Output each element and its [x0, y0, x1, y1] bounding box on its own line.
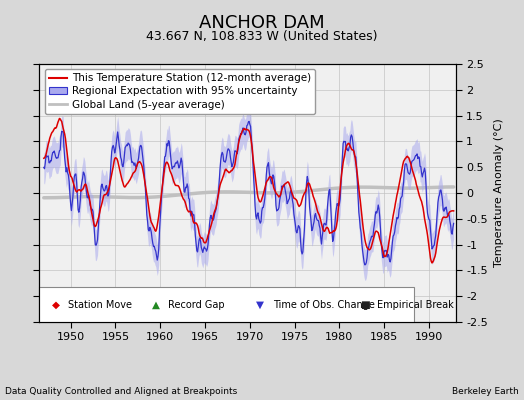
Text: ANCHOR DAM: ANCHOR DAM [199, 14, 325, 32]
Text: ▲: ▲ [152, 300, 160, 310]
FancyBboxPatch shape [39, 287, 414, 322]
Text: Berkeley Earth: Berkeley Earth [452, 387, 519, 396]
Legend: This Temperature Station (12-month average), Regional Expectation with 95% uncer: This Temperature Station (12-month avera… [45, 69, 315, 114]
Y-axis label: Temperature Anomaly (°C): Temperature Anomaly (°C) [494, 119, 504, 267]
Text: Empirical Break: Empirical Break [377, 300, 453, 310]
Text: Data Quality Controlled and Aligned at Breakpoints: Data Quality Controlled and Aligned at B… [5, 387, 237, 396]
Text: Time of Obs. Change: Time of Obs. Change [272, 300, 375, 310]
Text: ■: ■ [360, 300, 370, 310]
Text: 43.667 N, 108.833 W (United States): 43.667 N, 108.833 W (United States) [146, 30, 378, 43]
Text: ◆: ◆ [52, 300, 60, 310]
Text: ▼: ▼ [256, 300, 264, 310]
Text: Record Gap: Record Gap [168, 300, 225, 310]
Text: Station Move: Station Move [69, 300, 133, 310]
